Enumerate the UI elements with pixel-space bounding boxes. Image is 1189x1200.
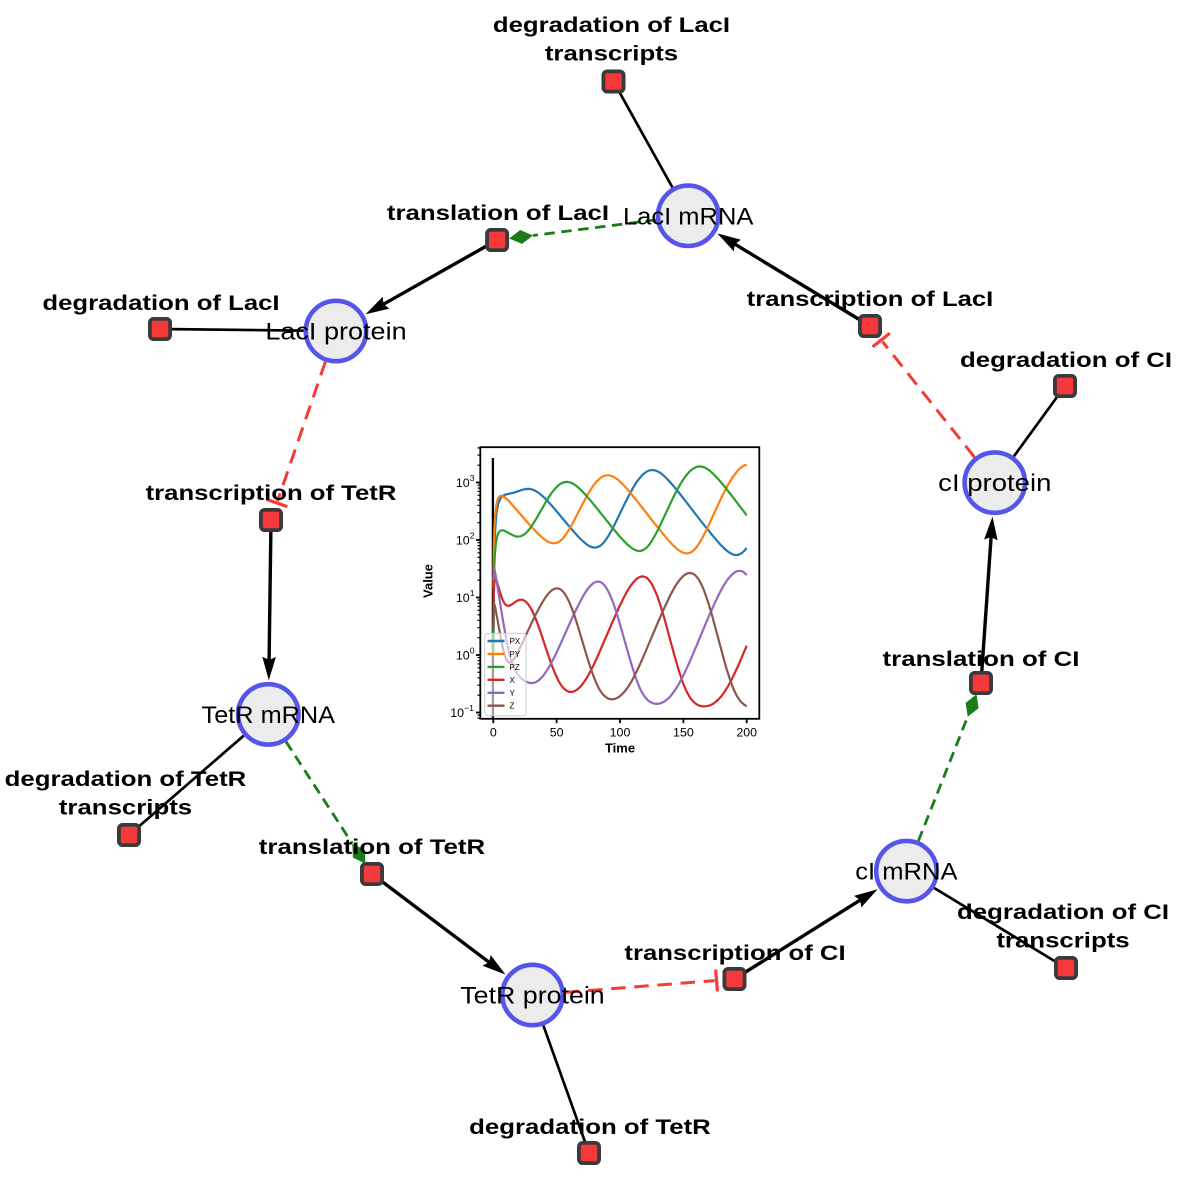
svg-text:PX: PX	[510, 637, 521, 646]
svg-text:10: 10	[456, 476, 470, 490]
svg-text:X: X	[510, 676, 516, 685]
svg-text:Time: Time	[605, 741, 635, 756]
svg-text:LacI protein: LacI protein	[265, 319, 406, 346]
svg-text:0: 0	[490, 725, 497, 739]
svg-text:Value: Value	[421, 564, 436, 598]
svg-text:cI mRNA: cI mRNA	[855, 859, 957, 886]
svg-text:degradation of CI: degradation of CI	[960, 347, 1172, 372]
svg-text:150: 150	[673, 725, 694, 739]
svg-text:TetR mRNA: TetR mRNA	[202, 702, 336, 729]
svg-text:LacI mRNA: LacI mRNA	[623, 203, 753, 230]
svg-text:cI protein: cI protein	[938, 470, 1051, 497]
svg-text:0: 0	[470, 646, 475, 656]
svg-text:transcription of TetR: transcription of TetR	[146, 480, 397, 505]
svg-text:10: 10	[456, 534, 470, 548]
svg-text:translation of CI: translation of CI	[883, 646, 1080, 671]
svg-text:degradation of LacI: degradation of LacI	[42, 290, 279, 315]
svg-text:translation of LacI: translation of LacI	[387, 200, 609, 225]
svg-text:−1: −1	[464, 703, 474, 713]
svg-text:200: 200	[736, 725, 757, 739]
svg-text:PZ: PZ	[510, 663, 520, 672]
svg-text:1: 1	[470, 588, 475, 598]
svg-text:Z: Z	[510, 702, 515, 711]
svg-text:PY: PY	[510, 650, 521, 659]
svg-text:transcripts: transcripts	[996, 928, 1129, 953]
svg-text:translation of TetR: translation of TetR	[259, 834, 486, 859]
svg-text:2: 2	[470, 531, 475, 541]
svg-text:TetR protein: TetR protein	[460, 983, 604, 1010]
svg-text:3: 3	[470, 473, 475, 483]
svg-text:10: 10	[456, 649, 470, 663]
svg-text:transcripts: transcripts	[59, 795, 192, 820]
svg-text:degradation of TetR: degradation of TetR	[5, 766, 247, 791]
svg-text:transcription of CI: transcription of CI	[624, 940, 845, 965]
svg-text:transcripts: transcripts	[545, 41, 678, 66]
svg-text:Y: Y	[510, 689, 516, 698]
svg-text:10: 10	[450, 706, 464, 720]
svg-text:degradation of TetR: degradation of TetR	[469, 1114, 711, 1139]
svg-text:degradation of CI: degradation of CI	[957, 899, 1169, 924]
svg-text:10: 10	[456, 591, 470, 605]
svg-text:100: 100	[610, 725, 631, 739]
svg-text:degradation of LacI: degradation of LacI	[493, 12, 730, 37]
svg-text:50: 50	[550, 725, 564, 739]
svg-text:transcription of LacI: transcription of LacI	[747, 286, 994, 311]
